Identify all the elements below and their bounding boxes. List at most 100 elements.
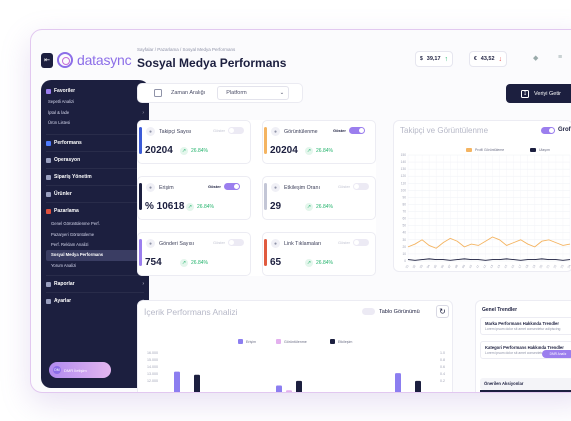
collapse-icon[interactable]: ⇤ [41,52,53,68]
sidebar-section[interactable]: Sipariş Yönetim› [46,168,144,185]
kpi-toggle[interactable]: Göster [338,182,370,190]
analysis-pill[interactable]: DMR Analiz [542,350,571,358]
arrow-up-icon: ↑ [444,55,449,63]
toggle-switch[interactable] [353,182,370,190]
kpi-icon: ● [271,127,280,136]
y-tick-label: 30 [402,238,406,242]
sidebar-subitem[interactable]: Genel Görüntülenme Perf.› [46,219,144,229]
bar [395,373,401,392]
y-tick-label: 60 [402,217,406,221]
y-tick-label: 13.000 [147,372,158,376]
content-performance-panel: İçerik Performans Analizi Tablo Görünümü… [137,300,453,392]
x-tick-label: 23 [560,264,565,269]
legend-item[interactable]: Etkileşim [330,339,352,344]
trend-up-icon: ↗ [305,203,313,211]
x-tick-label: 10 [468,264,473,269]
kpi-value: 20204 [145,145,173,156]
filter-bar: Zaman Aralığı Platform ⌄ [137,83,303,103]
table-view-toggle[interactable]: Tablo Görünümü [362,308,420,315]
bar [415,380,421,392]
sidebar-subitem[interactable]: Perf. Reklam Analizi› [46,240,144,250]
sidebar-section[interactable]: Performans› [46,134,144,151]
toggle-switch[interactable] [353,238,370,246]
panel-title: İçerik Performans Analizi [144,307,238,317]
trend-card[interactable]: Marka Performans Hakkında Trendler Lorem… [480,317,571,335]
y-tick-label: 140 [401,160,407,164]
y-tick-label: 15.000 [147,358,158,362]
get-data-button[interactable]: ↧ Veriyi Getir [506,84,571,103]
legend-item[interactable]: Erişim [238,339,256,344]
toggle-switch[interactable] [348,126,365,134]
app-window: ⇤ datasync Favoriler Sepetli Analizi› İpt… [30,29,571,393]
x-tick-label: 19 [531,264,536,269]
refresh-icon[interactable]: ↻ [436,305,449,318]
notification-icon[interactable]: ◆ [533,55,539,62]
kpi-icon: ● [271,239,280,248]
toggle-switch[interactable] [228,126,245,134]
x-tick-label: 21 [545,264,550,269]
legend-item[interactable]: Görüntülenme [276,339,307,344]
kpi-grid: ● Takipçi Sayısı Göster 20204 ↗ 26.84% ● Görünt… [137,120,376,276]
y-tick-label: 14.000 [147,365,158,369]
kpi-value: 20204 [270,145,298,156]
kpi-toggle[interactable]: Göster [213,238,245,246]
y-tick-label: 120 [401,174,407,178]
kpi-accent [264,183,267,210]
legend-item[interactable]: Profil Görüntüleme [466,148,504,152]
kpi-toggle[interactable]: Göster [333,126,365,134]
kpi-value: 29 [270,201,282,212]
section-icon [46,281,51,287]
kpi-toggle[interactable]: Göster [213,126,245,134]
trend-card[interactable]: Kategori Performans Hakkında Trendler Lo… [480,341,571,359]
suggested-actions[interactable]: Önerilen Aksiyonlar [480,378,571,390]
sidebar-subitem[interactable]: Pazaryeri Görüntüleme› [46,230,144,240]
kpi-change: ↗ 26.84% [305,203,333,211]
section-icon [46,157,51,163]
kpi-accent [139,183,142,210]
sidebar-section[interactable]: Ayarlar› [46,292,144,309]
megaphone-icon [46,208,51,214]
actions-footer [480,390,571,392]
sidebar-item-favorite[interactable]: Sepetli Analizi› [46,97,144,107]
y-tick-label: 16.000 [147,351,158,355]
kpi-icon: ● [146,127,155,136]
sidebar-item-favorite[interactable]: İptal & İade › [48,109,144,116]
chart-toggle[interactable] [541,127,555,134]
kpi-toggle[interactable]: Göster [208,182,240,190]
sidebar-section[interactable]: Raporlar › [46,275,144,292]
profile-button[interactable]: DM DMR İletişim [49,362,111,378]
chart-toggle-label: Grof [558,127,571,133]
x-tick-label: 06 [440,264,445,269]
chevron-right-icon: › [142,109,144,116]
y-tick-label: 12.000 [147,379,158,383]
toggle-switch[interactable] [223,182,240,190]
series-line [407,258,571,261]
x-tick-label: 24 [567,264,571,269]
kpi-name: Etkileşim Oranı [284,185,320,191]
legend-item[interactable]: Ulaşım [530,148,550,152]
toggle-switch[interactable] [228,238,245,246]
calendar-icon[interactable] [154,89,162,97]
trend-up-icon: ↗ [180,259,188,267]
y-tick-label: 50 [402,224,406,228]
kpi-accent [264,127,267,154]
x-tick-label: 12 [482,264,487,269]
platform-select[interactable]: Platform ⌄ [217,86,290,100]
kpi-name: Link Tıklamaları [284,241,322,247]
kpi-toggle[interactable]: Göster [338,238,370,246]
sidebar-item-pazarlama[interactable]: Pazarlama ⌄ [46,202,144,219]
kpi-icon: ● [146,183,155,192]
sidebar-subitem[interactable]: Yorum Analizi› [46,261,144,271]
sidebar-section[interactable]: Ürünler› [46,185,144,202]
sidebar-item-favorite[interactable]: Ürün Listesi› [46,118,144,128]
y2-tick-label: 0.6 [440,365,445,369]
date-range-label[interactable]: Zaman Aralığı [171,90,206,96]
menu-icon[interactable]: ≡ [558,54,563,61]
y2-tick-label: 0.4 [440,372,445,376]
sidebar-section[interactable]: Operasyon› [46,151,144,168]
y-tick-label: 80 [402,202,406,206]
sidebar-subitem[interactable]: Sosyal Medya Performans› [46,250,144,261]
series-line [407,236,571,249]
section-icon [46,298,51,304]
kpi-value: 754 [145,257,162,268]
